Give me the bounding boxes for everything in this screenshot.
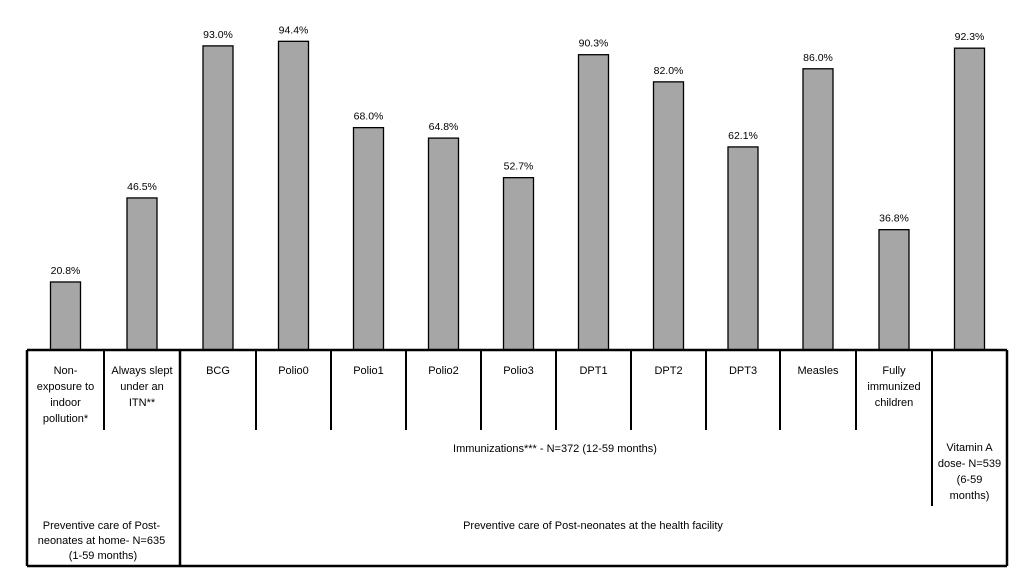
bar — [277, 40, 310, 351]
category-label-line: Polio1 — [353, 365, 384, 377]
value-label: 62.1% — [728, 130, 758, 142]
category-label-line: Measles — [798, 365, 839, 377]
value-label: 94.4% — [279, 24, 309, 36]
bar — [352, 126, 385, 351]
home-group-label-line: Preventive care of Post- — [43, 520, 161, 532]
category-table — [25, 348, 1009, 568]
category-label: Non-exposure to indoor pollution* — [37, 365, 94, 425]
bar — [49, 281, 82, 351]
category-label-line: DPT2 — [654, 365, 682, 377]
category-label-line: BCG — [206, 365, 230, 377]
bar — [802, 68, 834, 351]
category-label: BCG — [206, 365, 230, 377]
value-label: 92.3% — [955, 31, 985, 43]
value-label: 90.3% — [579, 38, 609, 50]
category-label: Always slept under an ITN** — [111, 365, 172, 409]
bar — [953, 47, 986, 351]
category-label: Polio1 — [353, 365, 384, 377]
category-label: DPT1 — [579, 365, 607, 377]
home-group-label: Preventive care of Post- neonates at hom… — [38, 520, 169, 562]
value-labels-layer: 20.8% 46.5% 93.0% 94.4% 68.0% 64.8% 52.7% 90.3%… — [51, 24, 985, 277]
home-group-label-line: (1-59 months) — [69, 550, 137, 562]
category-label-line: Non- — [54, 365, 78, 377]
bars-layer — [49, 40, 986, 351]
category-label-line: Fully — [882, 365, 906, 377]
category-label: Polio3 — [503, 365, 534, 377]
value-label: 86.0% — [803, 52, 833, 64]
category-labels-layer: Non-exposure to indoor pollution* Always sl… — [37, 365, 1001, 502]
value-label: 68.0% — [354, 111, 384, 123]
category-label-line: dose- N=539 — [938, 458, 1001, 470]
bar — [502, 177, 535, 351]
category-label-line: under an — [120, 381, 163, 393]
category-label-line: DPT1 — [579, 365, 607, 377]
category-label-line: Always slept — [111, 365, 172, 377]
bar — [878, 229, 910, 351]
immunizations-group-label: Immunizations*** - N=372 (12-59 months) — [453, 443, 657, 455]
category-label-line: Vitamin A — [946, 442, 993, 454]
bar — [126, 197, 158, 351]
category-label-line: indoor — [50, 397, 81, 409]
bar — [202, 45, 234, 351]
category-label: Vitamin A dose- N=539 (6-59 months) — [938, 442, 1001, 502]
category-label-line: ITN** — [129, 397, 156, 409]
category-label: DPT2 — [654, 365, 682, 377]
value-label: 36.8% — [879, 213, 909, 225]
category-label: Polio0 — [278, 365, 309, 377]
bar — [652, 81, 685, 351]
value-label: 20.8% — [51, 265, 81, 277]
bar — [727, 146, 759, 351]
value-label: 93.0% — [203, 29, 233, 41]
category-label: DPT3 — [729, 365, 757, 377]
value-label: 82.0% — [654, 65, 684, 77]
category-label: Polio2 — [428, 365, 459, 377]
category-label-line: Polio2 — [428, 365, 459, 377]
bar — [427, 137, 460, 351]
bar — [577, 54, 610, 351]
category-label-line: exposure to — [37, 381, 94, 393]
home-group-label-line: neonates at home- N=635 — [38, 535, 166, 547]
category-label-line: Polio0 — [278, 365, 309, 377]
category-label-line: children — [875, 397, 914, 409]
facility-group-label: Preventive care of Post-neonates at the … — [463, 520, 723, 532]
category-label-line: (6-59 — [957, 474, 983, 486]
group-labels-layer: Immunizations*** - N=372 (12-59 months) … — [38, 443, 724, 562]
category-label-line: DPT3 — [729, 365, 757, 377]
value-label: 52.7% — [504, 161, 534, 173]
category-label-line: Polio3 — [503, 365, 534, 377]
value-label: 64.8% — [429, 121, 459, 133]
category-label-line: months) — [950, 490, 990, 502]
category-label-line: immunized — [867, 381, 920, 393]
category-label: Fully immunized children — [867, 365, 920, 409]
category-label: Measles — [798, 365, 839, 377]
value-label: 46.5% — [127, 181, 157, 193]
category-label-line: pollution* — [43, 413, 89, 425]
